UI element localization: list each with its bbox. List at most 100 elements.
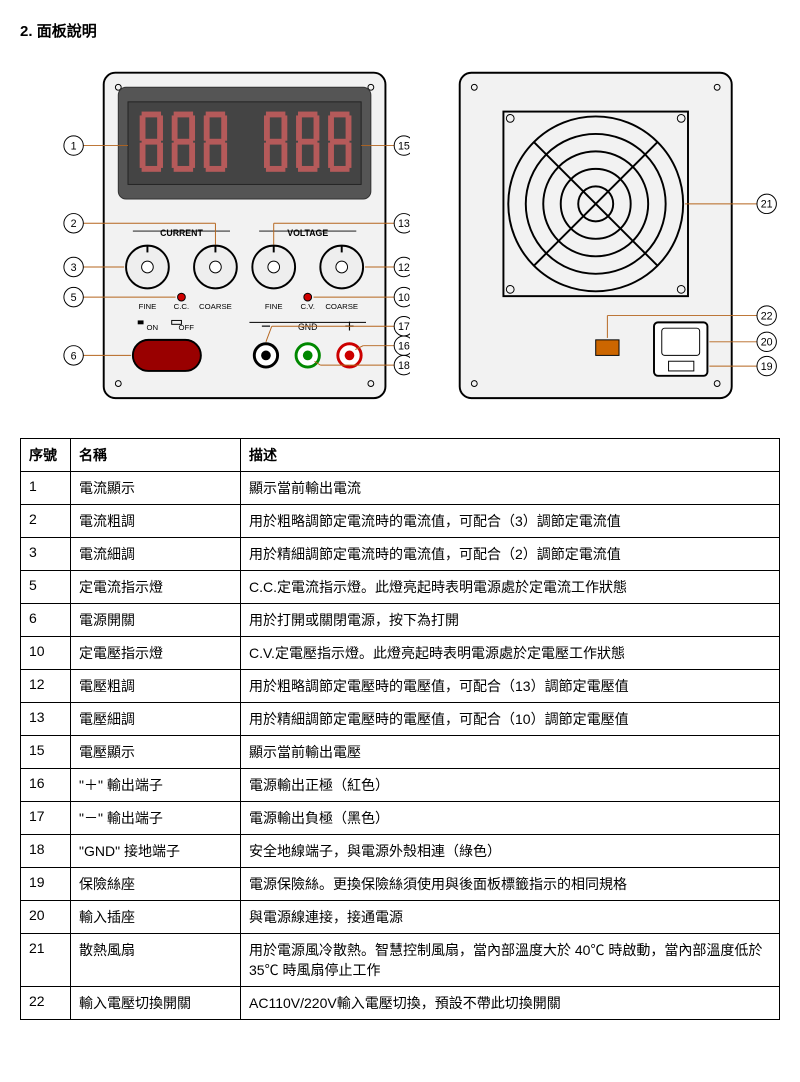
svg-text:12: 12 <box>398 262 410 274</box>
cell-seq: 18 <box>21 835 71 868</box>
table-row: 1電流顯示顯示當前輸出電流 <box>21 472 780 505</box>
rear-panel-diagram: 21 22 20 19 <box>450 53 780 413</box>
table-row: 15電壓顯示顯示當前輸出電壓 <box>21 736 780 769</box>
cell-desc: 安全地線端子，與電源外殼相連（綠色） <box>241 835 780 868</box>
section-number: 2. <box>20 23 33 40</box>
svg-text:6: 6 <box>71 350 77 362</box>
th-name: 名稱 <box>71 439 241 472</box>
description-table: 序號 名稱 描述 1電流顯示顯示當前輸出電流2電流粗調用於粗略調節定電流時的電流… <box>20 438 780 1020</box>
cell-desc: 用於粗略調節定電壓時的電壓值，可配合（13）調節定電壓值 <box>241 670 780 703</box>
table-row: 21散熱風扇用於電源風冷散熱。智慧控制風扇，當內部溫度大於 40℃ 時啟動，當內… <box>21 934 780 987</box>
cell-name: 電流細調 <box>71 538 241 571</box>
cell-desc: 電源保險絲。更換保險絲須使用與後面板標籤指示的相同規格 <box>241 868 780 901</box>
table-row: 3電流細調用於精細調節定電流時的電流值，可配合（2）調節定電流值 <box>21 538 780 571</box>
svg-text:21: 21 <box>760 199 772 211</box>
cell-desc: 電源輸出負極（黑色） <box>241 802 780 835</box>
table-row: 6電源開關用於打開或關閉電源，按下為打開 <box>21 604 780 637</box>
cell-name: 散熱風扇 <box>71 934 241 987</box>
cell-seq: 15 <box>21 736 71 769</box>
cell-name: 保險絲座 <box>71 868 241 901</box>
svg-text:VOLTAGE: VOLTAGE <box>287 228 328 238</box>
svg-text:17: 17 <box>398 321 410 333</box>
cell-seq: 5 <box>21 571 71 604</box>
cell-desc: 顯示當前輸出電流 <box>241 472 780 505</box>
cell-desc: 用於粗略調節定電流時的電流值，可配合（3）調節定電流值 <box>241 505 780 538</box>
svg-text:GND: GND <box>298 322 317 332</box>
front-panel-diagram: CURRENT VOLTAGE FINE COARSE FINE COARSE … <box>60 53 410 413</box>
table-row: 17"－" 輸出端子電源輸出負極（黑色） <box>21 802 780 835</box>
table-row: 22輸入電壓切換開關AC110V/220V輸入電壓切換，預設不帶此切換開關 <box>21 987 780 1020</box>
svg-text:19: 19 <box>760 361 772 373</box>
cell-seq: 21 <box>21 934 71 987</box>
cell-name: 電壓粗調 <box>71 670 241 703</box>
cell-seq: 1 <box>21 472 71 505</box>
table-row: 2電流粗調用於粗略調節定電流時的電流值，可配合（3）調節定電流值 <box>21 505 780 538</box>
cell-name: 定電壓指示燈 <box>71 637 241 670</box>
cell-seq: 22 <box>21 987 71 1020</box>
svg-text:CURRENT: CURRENT <box>160 228 203 238</box>
table-row: 5定電流指示燈C.C.定電流指示燈。此燈亮起時表明電源處於定電流工作狀態 <box>21 571 780 604</box>
table-row: 18"GND" 接地端子安全地線端子，與電源外殼相連（綠色） <box>21 835 780 868</box>
cell-name: 電源開關 <box>71 604 241 637</box>
svg-text:1: 1 <box>71 140 77 152</box>
th-desc: 描述 <box>241 439 780 472</box>
cell-seq: 2 <box>21 505 71 538</box>
cell-name: 電流粗調 <box>71 505 241 538</box>
svg-text:COARSE: COARSE <box>325 302 358 311</box>
cell-desc: AC110V/220V輸入電壓切換，預設不帶此切換開關 <box>241 987 780 1020</box>
cell-desc: 與電源線連接，接通電源 <box>241 901 780 934</box>
cell-desc: 電源輸出正極（紅色） <box>241 769 780 802</box>
cell-seq: 17 <box>21 802 71 835</box>
cell-seq: 13 <box>21 703 71 736</box>
cell-seq: 12 <box>21 670 71 703</box>
cell-seq: 6 <box>21 604 71 637</box>
section-heading: 2. 面板說明 <box>20 20 780 41</box>
cell-name: 電壓顯示 <box>71 736 241 769</box>
svg-text:10: 10 <box>398 292 410 304</box>
cell-name: 輸入插座 <box>71 901 241 934</box>
cell-name: "GND" 接地端子 <box>71 835 241 868</box>
cell-seq: 19 <box>21 868 71 901</box>
svg-text:C.C.: C.C. <box>174 302 190 311</box>
cell-name: 電壓細調 <box>71 703 241 736</box>
cell-desc: 用於電源風冷散熱。智慧控制風扇，當內部溫度大於 40℃ 時啟動，當內部溫度低於 … <box>241 934 780 987</box>
svg-text:22: 22 <box>760 310 772 322</box>
svg-text:16: 16 <box>398 341 410 353</box>
svg-text:＋: ＋ <box>344 321 355 333</box>
cell-desc: 用於精細調節定電流時的電流值，可配合（2）調節定電流值 <box>241 538 780 571</box>
th-seq: 序號 <box>21 439 71 472</box>
svg-text:ON: ON <box>146 323 158 332</box>
svg-text:15: 15 <box>398 140 410 152</box>
cell-desc: C.V.定電壓指示燈。此燈亮起時表明電源處於定電壓工作狀態 <box>241 637 780 670</box>
svg-text:2: 2 <box>71 218 77 230</box>
cell-name: 定電流指示燈 <box>71 571 241 604</box>
table-row: 10定電壓指示燈C.V.定電壓指示燈。此燈亮起時表明電源處於定電壓工作狀態 <box>21 637 780 670</box>
table-row: 16"＋" 輸出端子電源輸出正極（紅色） <box>21 769 780 802</box>
svg-text:18: 18 <box>398 360 410 372</box>
svg-text:20: 20 <box>760 337 772 349</box>
table-row: 20輸入插座與電源線連接，接通電源 <box>21 901 780 934</box>
svg-text:C.V.: C.V. <box>301 302 315 311</box>
table-row: 12電壓粗調用於粗略調節定電壓時的電壓值，可配合（13）調節定電壓值 <box>21 670 780 703</box>
cell-seq: 20 <box>21 901 71 934</box>
cell-seq: 16 <box>21 769 71 802</box>
cell-name: 輸入電壓切換開關 <box>71 987 241 1020</box>
cell-seq: 3 <box>21 538 71 571</box>
cell-desc: 用於打開或關閉電源，按下為打開 <box>241 604 780 637</box>
cell-seq: 10 <box>21 637 71 670</box>
svg-text:FINE: FINE <box>139 302 157 311</box>
cell-desc: C.C.定電流指示燈。此燈亮起時表明電源處於定電流工作狀態 <box>241 571 780 604</box>
table-row: 13電壓細調用於精細調節定電壓時的電壓值，可配合（10）調節定電壓值 <box>21 703 780 736</box>
table-body: 1電流顯示顯示當前輸出電流2電流粗調用於粗略調節定電流時的電流值，可配合（3）調… <box>21 472 780 1020</box>
cell-name: 電流顯示 <box>71 472 241 505</box>
table-row: 19保險絲座電源保險絲。更換保險絲須使用與後面板標籤指示的相同規格 <box>21 868 780 901</box>
cell-name: "－" 輸出端子 <box>71 802 241 835</box>
section-title: 面板說明 <box>37 23 97 40</box>
cell-desc: 用於精細調節定電壓時的電壓值，可配合（10）調節定電壓值 <box>241 703 780 736</box>
cell-name: "＋" 輸出端子 <box>71 769 241 802</box>
svg-text:13: 13 <box>398 218 410 230</box>
svg-text:5: 5 <box>71 292 77 304</box>
svg-text:COARSE: COARSE <box>199 302 232 311</box>
svg-text:FINE: FINE <box>265 302 283 311</box>
cell-desc: 顯示當前輸出電壓 <box>241 736 780 769</box>
